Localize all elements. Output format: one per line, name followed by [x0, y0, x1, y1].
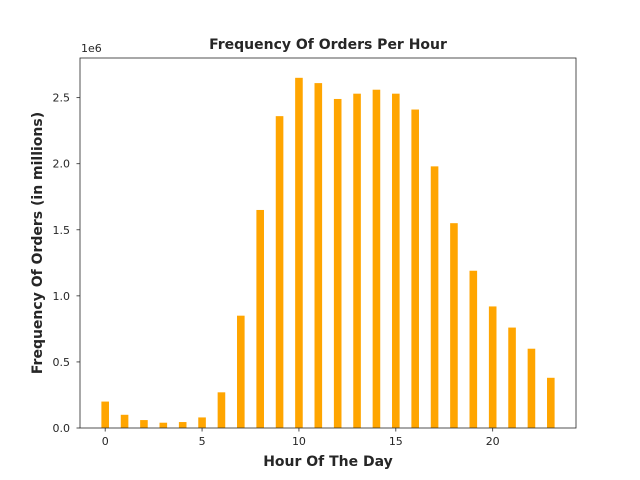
y-tick-label: 2.0: [53, 158, 71, 171]
bar-hour-1: [120, 414, 129, 428]
y-tick-label: 2.5: [53, 92, 71, 105]
plot-frame: [79, 57, 577, 429]
x-tick-label: 15: [389, 435, 403, 448]
y-tick-label: 1.0: [53, 290, 71, 303]
bar-hour-21: [508, 327, 516, 428]
bar-hour-3: [159, 422, 168, 428]
y-offset-label: 1e6: [81, 42, 102, 55]
x-ticks-group: 0 5 10 15 20: [102, 428, 500, 448]
bar-hour-5: [198, 417, 206, 428]
y-tick-label: 0.0: [53, 422, 71, 435]
bar-hour-0: [101, 401, 109, 428]
y-axis-label: Frequency Of Orders (in millions): [30, 112, 46, 374]
x-axis-label: Hour Of The Day: [263, 454, 393, 470]
bar-hour-2: [140, 420, 148, 428]
x-tick-label: 5: [199, 435, 206, 448]
bar-hour-20: [488, 306, 497, 428]
chart-title: Frequency Of Orders Per Hour: [209, 37, 447, 53]
bar-hour-11: [314, 83, 323, 429]
x-tick-label: 10: [292, 435, 306, 448]
bar-hour-19: [469, 270, 478, 428]
bar-hour-13: [353, 93, 361, 429]
bar-hour-15: [392, 93, 400, 429]
bars-group: [101, 77, 555, 429]
bar-hour-16: [411, 109, 419, 428]
y-tick-label: 0.5: [53, 356, 71, 369]
bar-hour-23: [547, 377, 555, 428]
bar-hour-9: [275, 116, 284, 428]
bar-hour-4: [178, 422, 187, 428]
bar-hour-8: [256, 209, 264, 428]
x-tick-label: 0: [102, 435, 109, 448]
bar-hour-18: [450, 223, 458, 428]
bar-hour-22: [527, 348, 536, 428]
bar-hour-14: [372, 89, 381, 429]
bar-hour-12: [333, 98, 342, 429]
bar-hour-17: [430, 166, 439, 429]
bar-hour-10: [295, 77, 303, 428]
bar-hour-6: [217, 392, 226, 428]
x-tick-label: 20: [486, 435, 500, 448]
bar-hour-7: [237, 315, 245, 428]
y-ticks-group: 0.0 0.5 1.0 1.5 2.0 2.5: [53, 92, 80, 435]
y-tick-label: 1.5: [53, 224, 71, 237]
